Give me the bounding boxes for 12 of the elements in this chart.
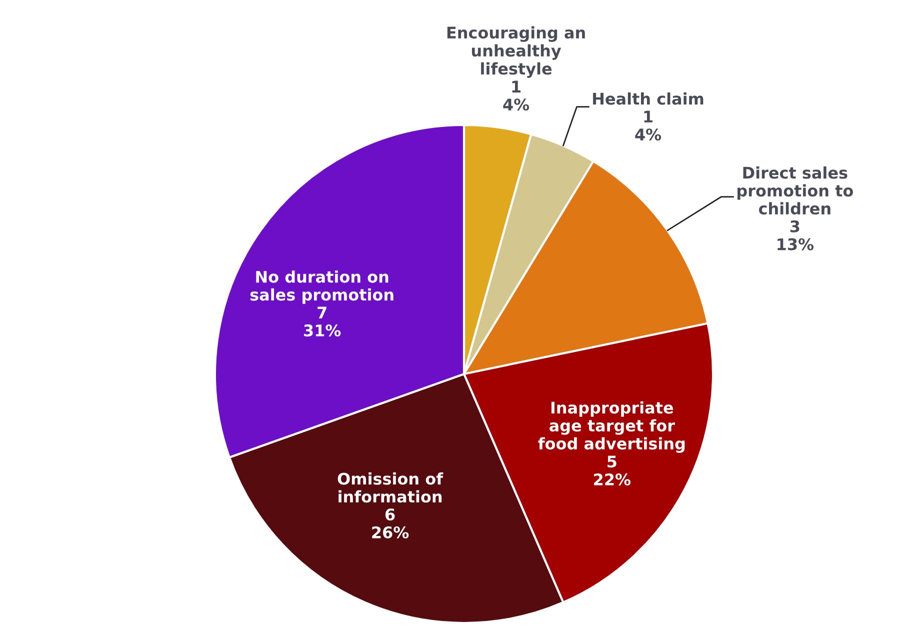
slice-label: Health claim (593, 92, 704, 105)
data-label: 6 26% (372, 508, 409, 538)
data-label: 7 31% (304, 306, 341, 336)
data-label: 1 4% (635, 110, 662, 141)
slice-label: Inappropriate age target for food advertising (538, 401, 685, 453)
slice-label: Encouraging an unhealthy lifestyle (447, 26, 585, 78)
data-label: 5 22% (594, 456, 631, 486)
data-label: 3 13% (778, 220, 814, 250)
data-label: 1 4% (503, 80, 530, 111)
slice-label: Omission of information (338, 472, 444, 503)
slice-label: Direct sales promotion to children (738, 166, 853, 215)
slice-label: No duration on sales promotion (250, 270, 394, 304)
